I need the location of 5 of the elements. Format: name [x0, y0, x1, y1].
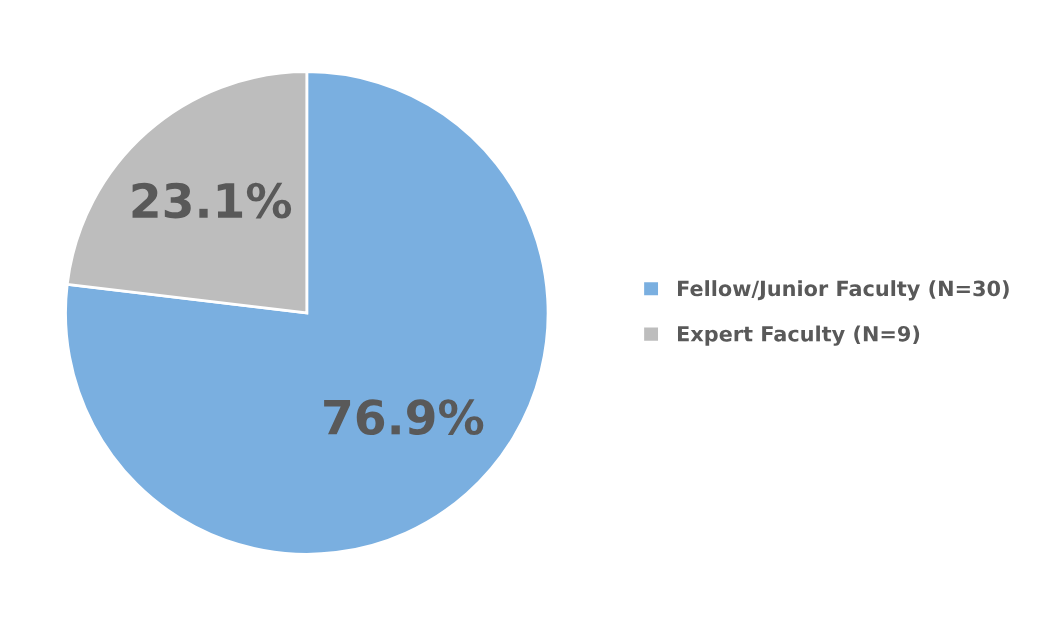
pie-slice [64, 70, 550, 556]
data-label: 76.9% [324, 399, 484, 435]
legend-label: Expert Faculty (N=9) [678, 325, 920, 346]
legend-label: Fellow/Junior Faculty (N=30) [678, 280, 1009, 301]
data-label: 23.1% [132, 182, 292, 219]
